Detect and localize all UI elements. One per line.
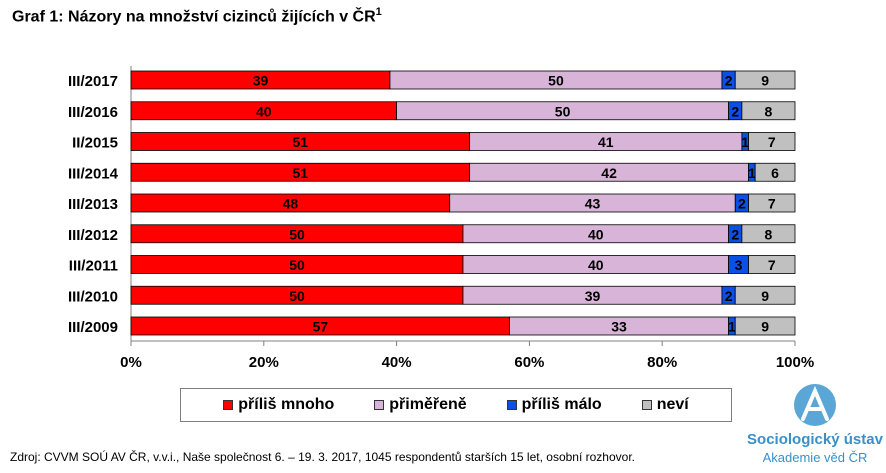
legend-label: přiměřeně bbox=[389, 396, 467, 413]
data-label: 50 bbox=[289, 226, 305, 242]
x-tick-label: 40% bbox=[382, 354, 412, 371]
data-label: 7 bbox=[768, 134, 776, 150]
category-label: II/2015 bbox=[72, 135, 118, 152]
x-tick-label: 100% bbox=[776, 354, 814, 371]
institute-logo: Sociologický ústav Akademie věd ČR bbox=[745, 383, 885, 471]
source-note: Zdroj: CVVM SOÚ AV ČR, v.v.i., Naše spol… bbox=[10, 450, 635, 464]
data-label: 41 bbox=[598, 134, 614, 150]
data-label: 33 bbox=[611, 319, 627, 335]
data-label: 9 bbox=[761, 288, 769, 304]
data-label: 39 bbox=[253, 73, 269, 89]
logo-name: Sociologický ústav bbox=[747, 431, 883, 448]
x-tick-label: 20% bbox=[249, 354, 279, 371]
data-label: 6 bbox=[771, 165, 779, 181]
data-label: 40 bbox=[588, 257, 604, 273]
data-label: 43 bbox=[585, 196, 601, 212]
category-label: III/2017 bbox=[68, 73, 118, 90]
legend-swatch bbox=[374, 400, 385, 410]
bar-segment bbox=[741, 101, 796, 121]
bar-segment bbox=[748, 193, 796, 213]
data-label: 3 bbox=[735, 257, 743, 273]
data-label: 1 bbox=[741, 134, 749, 150]
bar-segment bbox=[734, 285, 796, 305]
legend-swatch bbox=[641, 400, 652, 410]
category-label: III/2014 bbox=[68, 165, 119, 182]
data-label: 1 bbox=[728, 319, 736, 335]
data-label: 50 bbox=[289, 257, 305, 273]
data-label: 50 bbox=[289, 288, 305, 304]
data-label: 9 bbox=[761, 319, 769, 335]
x-tick-label: 80% bbox=[647, 354, 677, 371]
data-label: 42 bbox=[601, 165, 617, 181]
category-label: III/2013 bbox=[68, 196, 118, 213]
data-label: 51 bbox=[293, 134, 309, 150]
bar-segment bbox=[748, 255, 796, 274]
data-label: 50 bbox=[548, 73, 564, 89]
data-label: 2 bbox=[725, 288, 733, 304]
data-label: 50 bbox=[555, 103, 571, 119]
data-label: 8 bbox=[765, 103, 773, 119]
legend-label: příliš málo bbox=[521, 396, 602, 413]
data-label: 2 bbox=[731, 103, 739, 119]
legend-swatch bbox=[223, 400, 234, 410]
category-label: III/2016 bbox=[68, 104, 118, 121]
data-label: 9 bbox=[761, 73, 769, 89]
legend-item: příliš málo bbox=[506, 396, 602, 414]
data-label: 2 bbox=[738, 196, 746, 212]
data-label: 7 bbox=[768, 257, 776, 273]
logo-emblem-icon bbox=[794, 384, 836, 426]
bar-segment bbox=[734, 70, 796, 90]
legend: příliš mnoho přiměřeně příliš málo neví bbox=[180, 388, 732, 422]
data-label: 48 bbox=[283, 196, 299, 212]
data-label: 40 bbox=[588, 226, 604, 242]
bar-segment bbox=[741, 224, 796, 244]
legend-label: příliš mnoho bbox=[238, 396, 335, 413]
legend-item: příliš mnoho bbox=[223, 396, 334, 414]
category-label: III/2009 bbox=[68, 319, 118, 336]
category-label: III/2012 bbox=[68, 227, 118, 244]
data-label: 2 bbox=[725, 73, 733, 89]
category-label: III/2011 bbox=[69, 258, 118, 275]
bar-segment bbox=[734, 316, 796, 336]
x-tick-label: 0% bbox=[120, 354, 142, 371]
category-label: III/2010 bbox=[68, 288, 118, 305]
legend-item: přiměřeně bbox=[374, 396, 467, 414]
logo-subtitle: Akademie věd ČR bbox=[762, 450, 868, 465]
data-label: 8 bbox=[765, 226, 773, 242]
data-label: 57 bbox=[312, 319, 328, 335]
data-label: 1 bbox=[748, 165, 756, 181]
data-label: 2 bbox=[731, 226, 739, 242]
legend-label: neví bbox=[656, 396, 689, 413]
x-tick-label: 60% bbox=[514, 354, 544, 371]
legend-swatch bbox=[506, 400, 517, 410]
chart-title: Graf 1: Názory na množství cizinců žijíc… bbox=[12, 6, 382, 26]
bar-segment bbox=[748, 132, 796, 151]
data-label: 7 bbox=[768, 196, 776, 212]
bar-segment bbox=[754, 162, 796, 182]
legend-item: neví bbox=[641, 396, 689, 414]
data-label: 39 bbox=[585, 288, 601, 304]
data-label: 40 bbox=[256, 103, 272, 119]
data-label: 51 bbox=[293, 165, 309, 181]
